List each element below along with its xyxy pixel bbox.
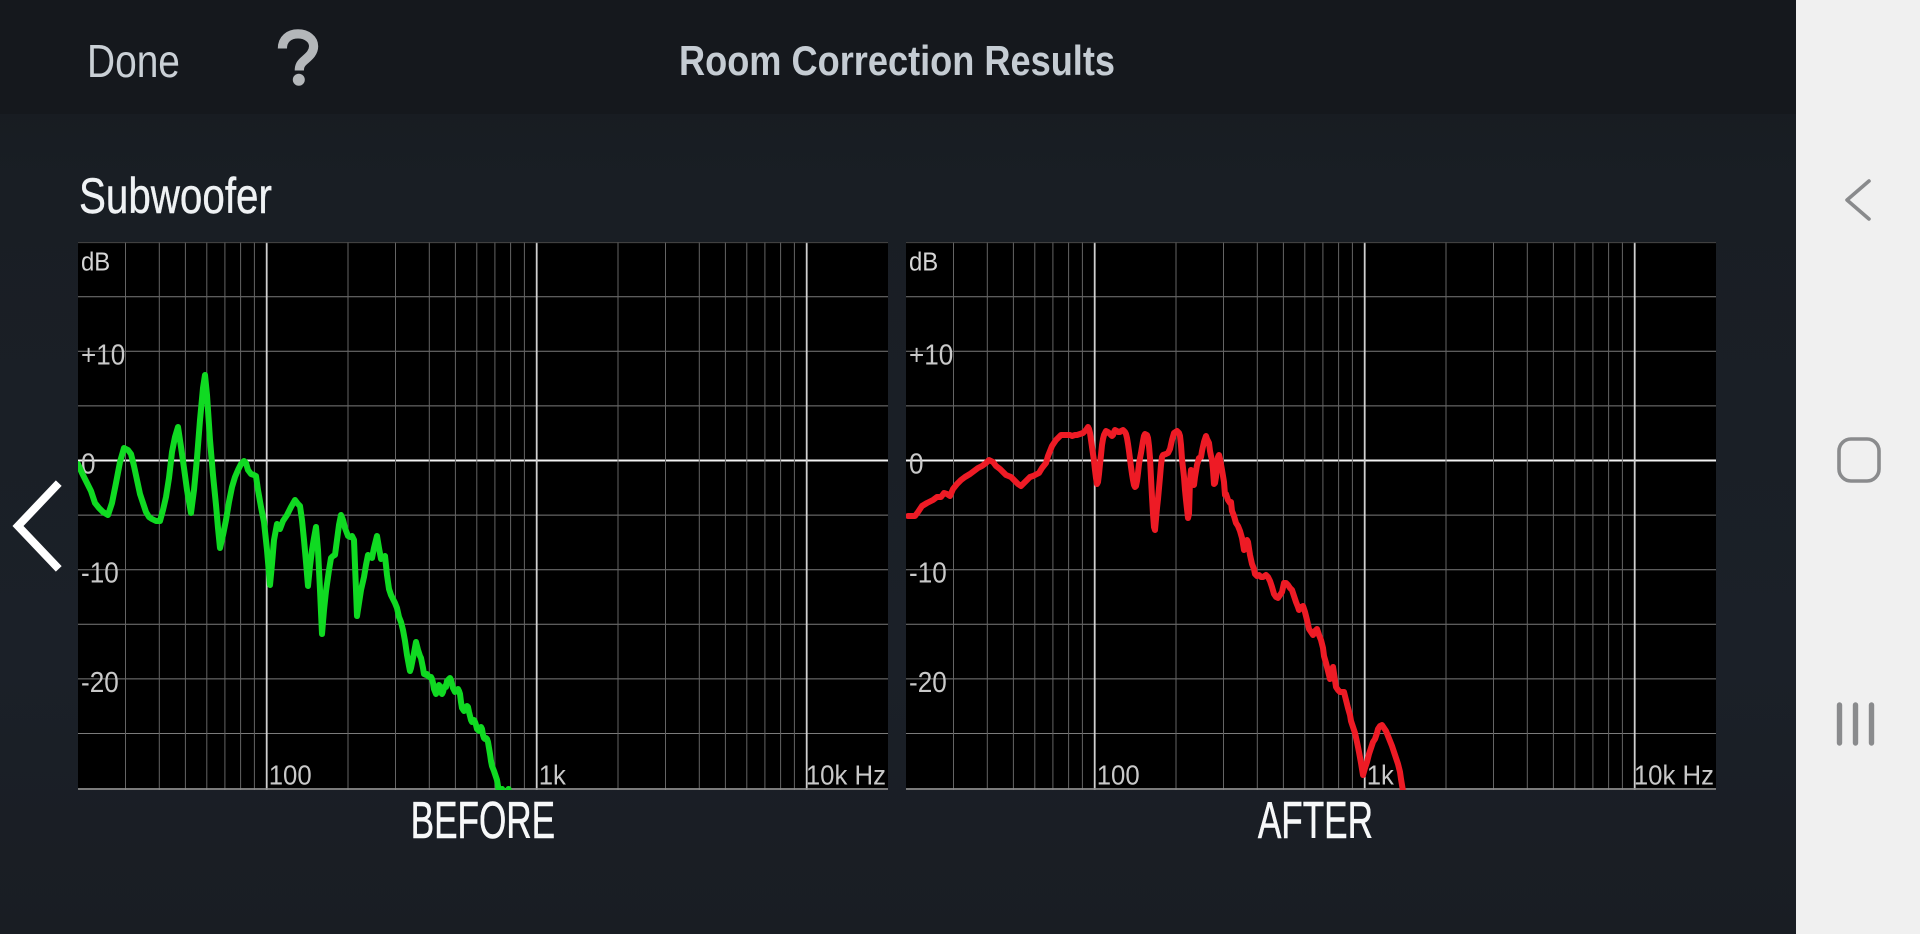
svg-text:0: 0: [909, 447, 924, 480]
svg-text:100: 100: [1097, 760, 1140, 790]
svg-text:100: 100: [269, 760, 312, 790]
svg-text:-20: -20: [81, 666, 119, 699]
svg-text:10k Hz: 10k Hz: [806, 760, 886, 790]
svg-text:10k Hz: 10k Hz: [1634, 760, 1714, 790]
svg-text:dB: dB: [81, 248, 110, 277]
svg-text:1k: 1k: [1367, 760, 1395, 790]
svg-text:+10: +10: [81, 338, 125, 371]
svg-text:-10: -10: [909, 556, 947, 589]
svg-text:-20: -20: [909, 666, 947, 699]
svg-text:dB: dB: [909, 248, 938, 277]
svg-text:1k: 1k: [539, 760, 567, 790]
svg-text:+10: +10: [909, 338, 953, 371]
svg-text:-10: -10: [81, 556, 119, 589]
